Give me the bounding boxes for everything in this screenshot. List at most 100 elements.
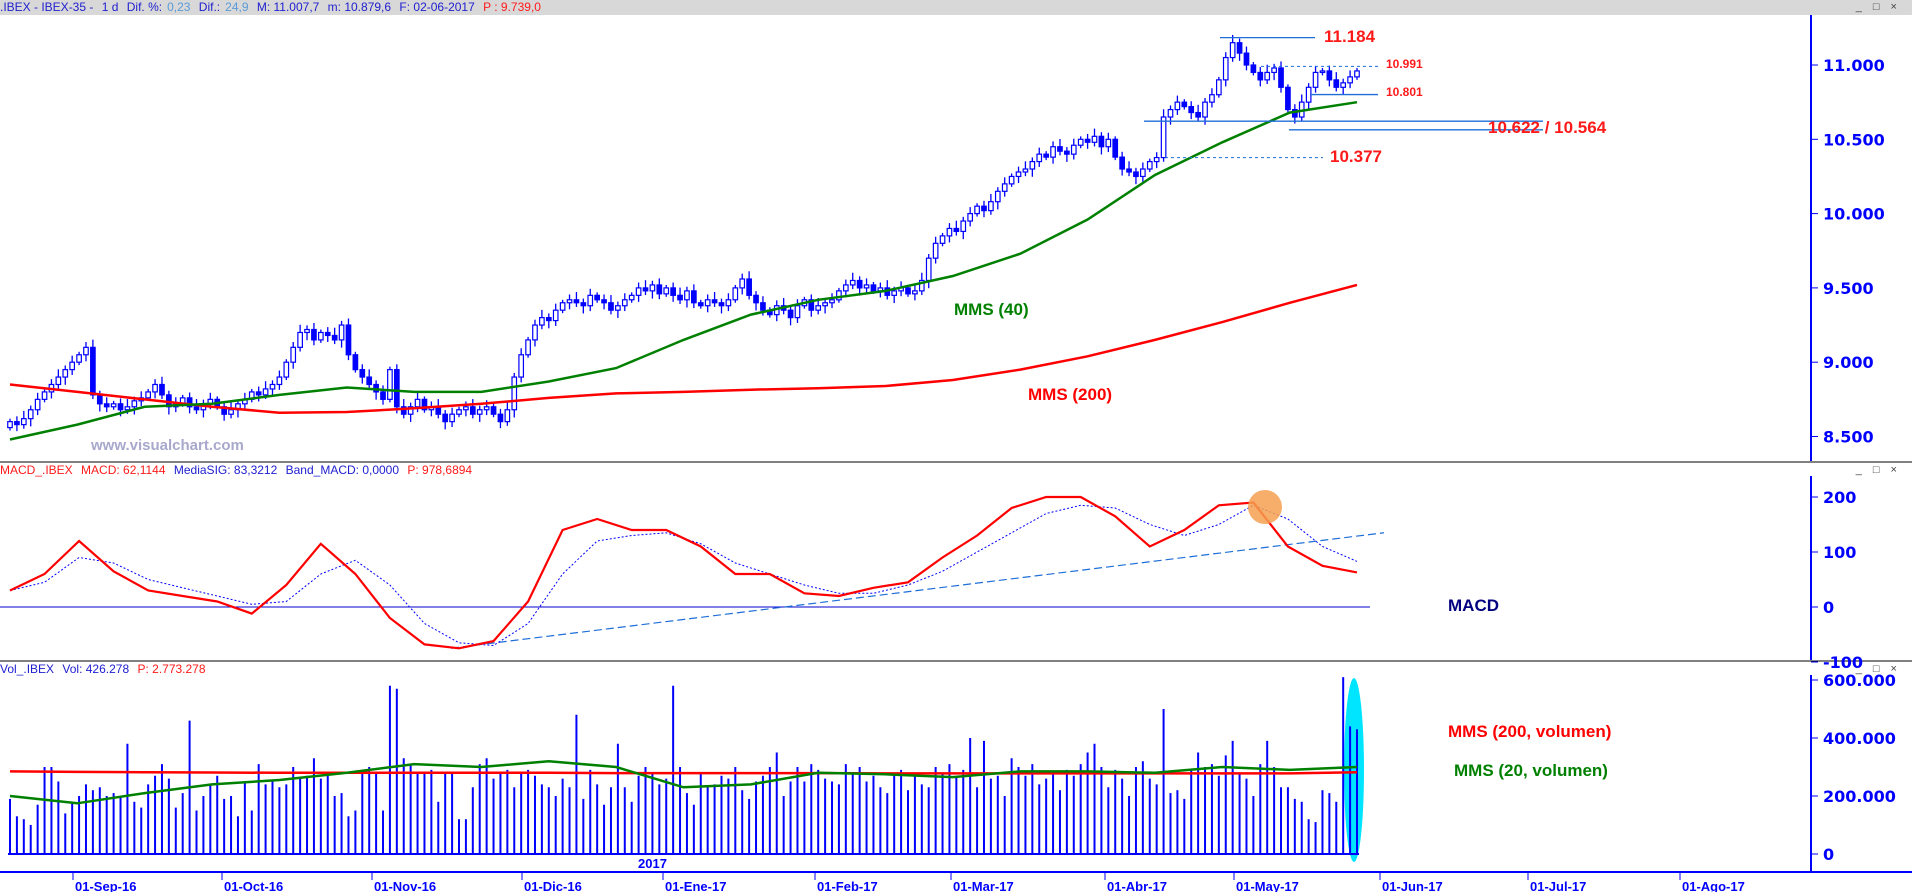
- candle: [628, 294, 635, 301]
- candle: [1222, 56, 1229, 81]
- signal-value: MediaSIG: 83,3212: [173, 463, 278, 477]
- candle: [580, 302, 587, 307]
- level-label-11184: 11.184: [1324, 27, 1376, 46]
- candle: [545, 317, 552, 322]
- macd-tick-label: -100: [1823, 653, 1863, 672]
- candle: [981, 205, 987, 212]
- candle: [1043, 153, 1050, 158]
- candle: [1188, 106, 1195, 114]
- candle: [1015, 171, 1022, 178]
- candle: [393, 369, 400, 408]
- candle: [697, 302, 704, 307]
- candle: [1257, 71, 1264, 81]
- candle: [1326, 70, 1333, 81]
- x-tick-label: 01-Feb-17: [817, 879, 878, 892]
- vol-name: Vol_.IBEX: [0, 662, 55, 676]
- candle: [621, 299, 628, 307]
- candle: [1029, 160, 1036, 170]
- dif-label: Dif.:: [198, 0, 221, 14]
- candle: [836, 290, 842, 301]
- candle: [1250, 64, 1257, 74]
- candle: [753, 294, 759, 304]
- candle: [407, 406, 414, 415]
- candle: [1084, 138, 1091, 143]
- candle: [608, 302, 614, 311]
- candle: [615, 305, 621, 311]
- candle: [1146, 160, 1153, 170]
- candle: [1209, 94, 1215, 103]
- candle: [1333, 79, 1340, 88]
- candle: [7, 421, 13, 429]
- candle: [366, 376, 373, 386]
- candle: [960, 220, 967, 233]
- candle: [718, 302, 725, 307]
- candle: [1354, 70, 1360, 78]
- x-tick-label: 01-Jun-17: [1382, 879, 1443, 892]
- window-controls-price[interactable]: _ □ ×: [1855, 1, 1901, 13]
- candle: [829, 299, 835, 304]
- candle: [497, 413, 504, 423]
- candle: [1215, 79, 1222, 96]
- candle: [587, 294, 594, 307]
- signal-line: [9, 504, 1358, 647]
- candle: [988, 201, 994, 212]
- x-tick-label: 01-Ene-17: [665, 879, 726, 892]
- candle: [787, 309, 794, 319]
- candle: [1119, 156, 1125, 170]
- candle: [1236, 42, 1243, 54]
- candle: [1098, 135, 1105, 148]
- vol-tick-label: 0: [1823, 845, 1834, 864]
- candle: [1319, 70, 1326, 74]
- vol200-label: MMS (200, volumen): [1448, 722, 1612, 741]
- candle: [103, 403, 110, 408]
- window-controls-macd[interactable]: _ □ ×: [1855, 464, 1901, 476]
- candle: [905, 287, 911, 295]
- candle: [552, 309, 559, 322]
- macd-value: MACD: 62,1144: [81, 463, 166, 477]
- candle: [746, 278, 752, 296]
- candle: [1181, 101, 1188, 108]
- price-tick-label: 8.500: [1823, 428, 1874, 447]
- p-value: P : 9.739,0: [483, 0, 541, 14]
- candle: [1312, 71, 1319, 88]
- candle: [152, 383, 158, 393]
- candle: [41, 391, 48, 400]
- candle: [34, 398, 41, 411]
- candle: [90, 346, 96, 396]
- candle: [635, 287, 642, 296]
- candle: [469, 406, 476, 415]
- candle: [1070, 144, 1077, 155]
- candle: [670, 287, 676, 296]
- macd-trendline: [450, 532, 1385, 649]
- candle: [649, 284, 656, 292]
- candle: [953, 227, 960, 233]
- candle: [842, 284, 849, 292]
- candle: [297, 331, 303, 348]
- x-tick-label: 01-Oct-16: [224, 879, 283, 892]
- candle: [476, 409, 483, 415]
- macd-tick-label: 100: [1823, 543, 1856, 562]
- vol-tick-label: 600.000: [1823, 671, 1896, 690]
- candle: [76, 354, 82, 363]
- macd-name: MACD_.IBEX: [0, 463, 73, 477]
- candle: [849, 279, 856, 286]
- candle: [870, 284, 877, 292]
- candle: [1126, 168, 1132, 173]
- candle: [1153, 156, 1160, 163]
- candle: [677, 294, 683, 301]
- candle: [1140, 168, 1146, 178]
- candle: [276, 376, 283, 386]
- candle: [1064, 150, 1070, 155]
- candle: [1077, 138, 1084, 146]
- candle: [539, 317, 545, 326]
- candle: [456, 409, 462, 415]
- x-tick-label: 01-Nov-16: [374, 879, 436, 892]
- candle: [269, 383, 276, 390]
- window-controls-vol[interactable]: _ □ ×: [1855, 663, 1901, 675]
- candle: [925, 257, 932, 282]
- level-label-10991: 10.991: [1386, 57, 1423, 71]
- vol-header: Vol_.IBEX Vol: 426.278 P: 2.773.278 _ □ …: [0, 662, 1912, 677]
- candle: [1271, 67, 1277, 74]
- candle: [1278, 67, 1284, 88]
- date-value: F: 02-06-2017: [399, 0, 475, 14]
